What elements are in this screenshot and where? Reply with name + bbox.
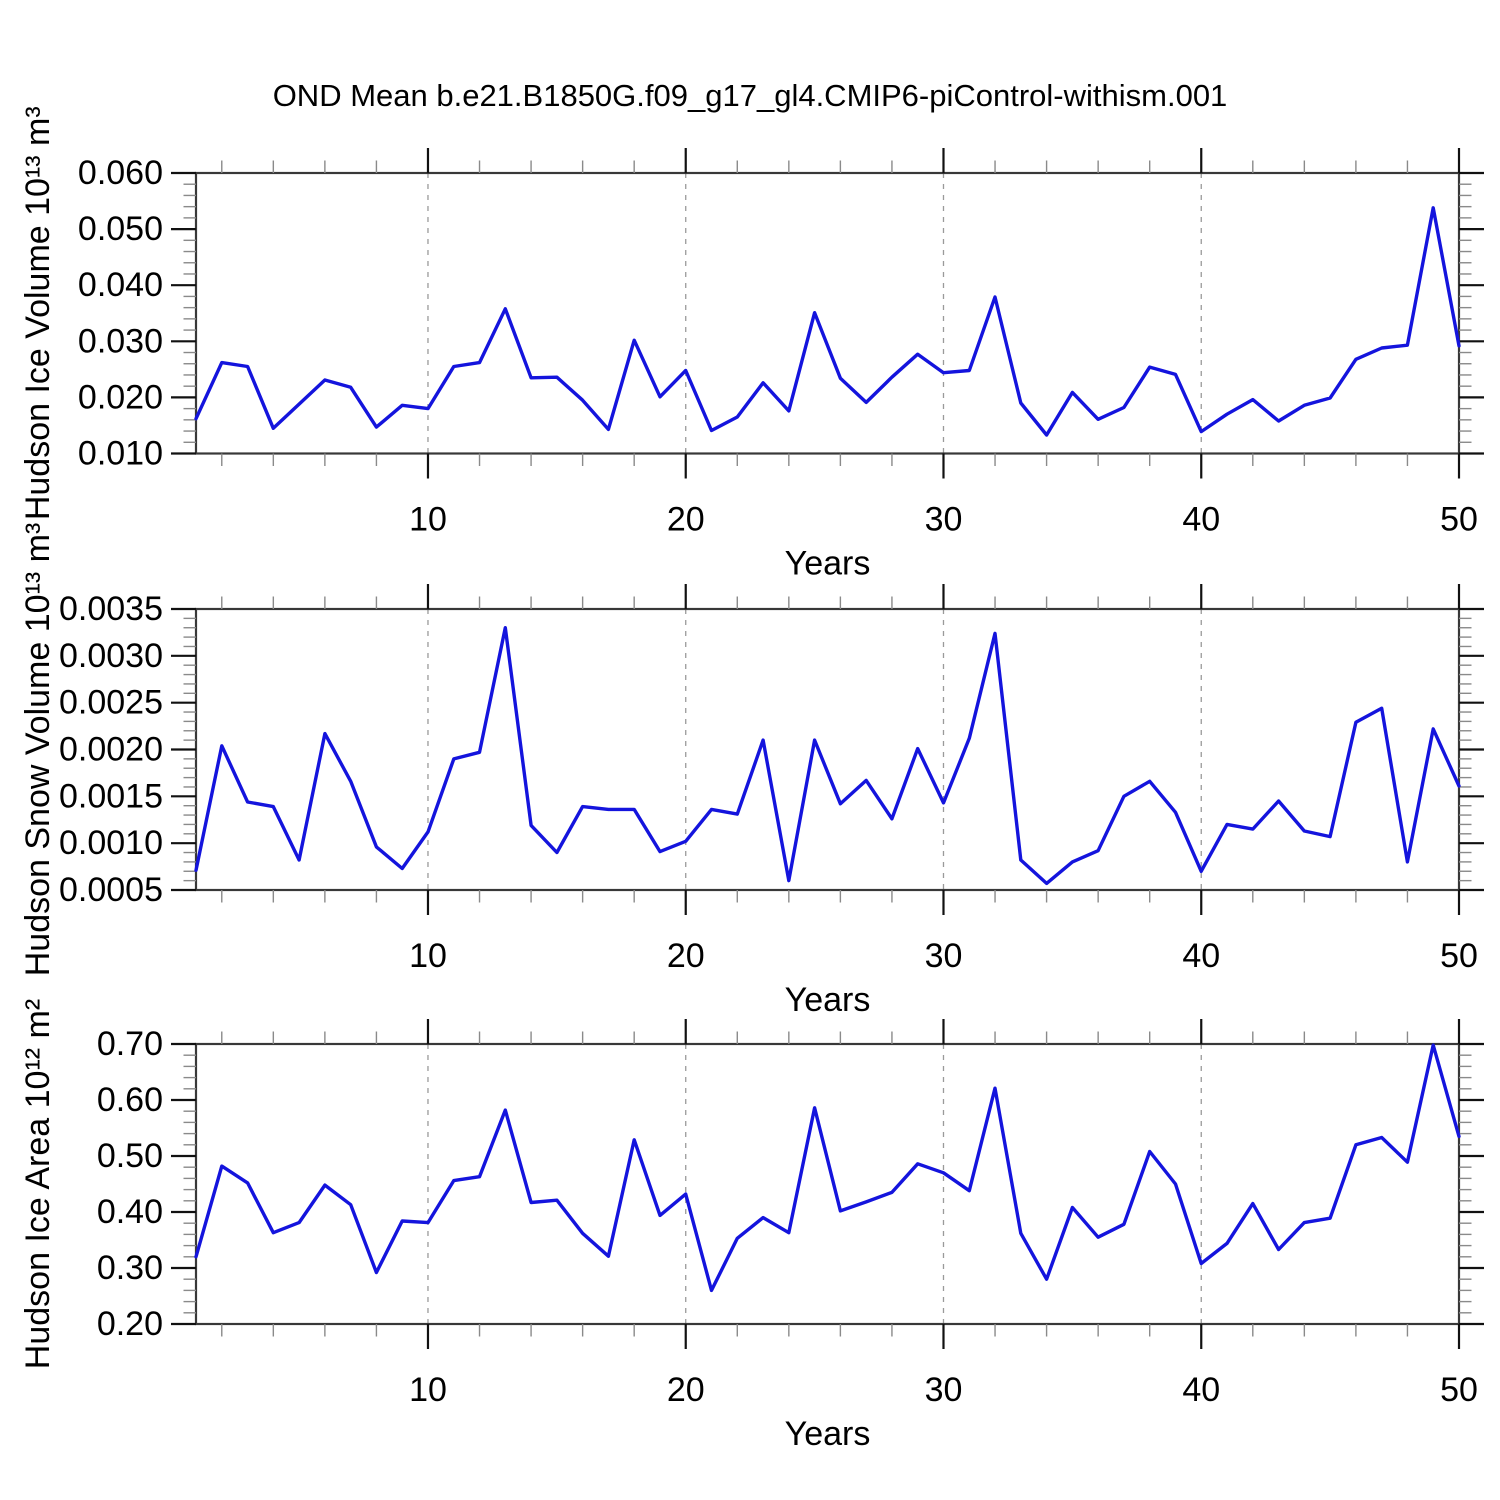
x-tick-label: 10 — [409, 501, 447, 539]
y-tick-label: 0.30 — [97, 1249, 163, 1287]
x-axis-label: Years — [785, 1415, 871, 1453]
plot-frame — [194, 607, 1461, 892]
x-tick-label: 50 — [1440, 1371, 1478, 1409]
y-tick-label: 0.050 — [78, 210, 163, 248]
x-axis-label: Years — [785, 981, 871, 1019]
y-tick-label: 0.50 — [97, 1137, 163, 1175]
y-tick-label: 0.70 — [97, 1025, 163, 1063]
x-tick-label: 10 — [409, 937, 447, 975]
x-tick-label: 30 — [925, 937, 963, 975]
y-tick-label: 0.0015 — [59, 777, 163, 815]
x-tick-label: 30 — [925, 1371, 963, 1409]
x-tick-label: 40 — [1182, 1371, 1220, 1409]
plot-frame — [194, 171, 1461, 455]
y-tick-label: 0.040 — [78, 266, 163, 304]
x-axis-label: Years — [785, 545, 871, 583]
plot-frame — [194, 1042, 1461, 1326]
x-tick-label: 50 — [1440, 501, 1478, 539]
data-line — [194, 626, 1461, 886]
y-tick-label: 0.60 — [97, 1081, 163, 1119]
x-tick-label: 20 — [667, 501, 705, 539]
y-tick-label: 0.010 — [78, 435, 163, 473]
y-tick-label: 0.0010 — [59, 824, 163, 862]
panel-hudson-snow-volume: 0.0005 0.0010 0.0015 0.0020 0.0025 0.0030 0.00… — [19, 523, 1484, 1019]
y-tick-label: 0.40 — [97, 1193, 163, 1231]
y-axis-label: Hudson Ice Volume 10¹³ m³ — [19, 106, 57, 520]
data-line — [194, 206, 1461, 437]
x-tick-label: 30 — [925, 501, 963, 539]
y-axis-label: Hudson Snow Volume 10¹³ m³ — [19, 523, 57, 977]
y-axis-label: Hudson Ice Area 10¹² m² — [19, 999, 57, 1369]
panel-hudson-ice-area: 0.20 0.30 0.40 0.50 0.60 0.70 10 20 30 40 50 Years H… — [19, 999, 1484, 1453]
x-tick-label: 40 — [1182, 937, 1220, 975]
y-tick-label: 0.0005 — [59, 871, 163, 909]
y-tick-label: 0.060 — [78, 154, 163, 192]
x-tick-label: 20 — [667, 1371, 705, 1409]
y-tick-label: 0.0020 — [59, 731, 163, 769]
x-tick-label: 20 — [667, 937, 705, 975]
x-tick-label: 40 — [1182, 501, 1220, 539]
panel-hudson-ice-volume: 0.010 0.020 0.030 0.040 0.050 0.060 10 20 30 40 50… — [19, 106, 1484, 583]
y-tick-label: 0.030 — [78, 322, 163, 360]
y-tick-label: 0.20 — [97, 1305, 163, 1343]
y-tick-label: 0.0035 — [59, 590, 163, 628]
y-tick-label: 0.0030 — [59, 637, 163, 675]
y-tick-label: 0.0025 — [59, 684, 163, 722]
data-line — [194, 1043, 1461, 1293]
x-tick-label: 50 — [1440, 937, 1478, 975]
chart-title: OND Mean b.e21.B1850G.f09_g17_gl4.CMIP6-… — [272, 78, 1228, 113]
y-tick-label: 0.020 — [78, 378, 163, 416]
x-tick-label: 10 — [409, 1371, 447, 1409]
